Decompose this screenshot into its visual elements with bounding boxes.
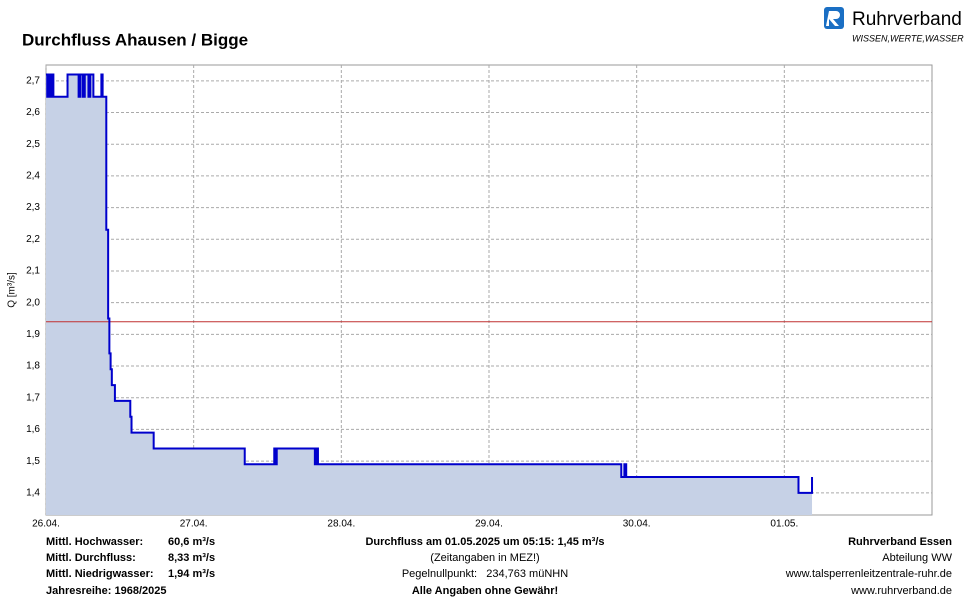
chart-title: Durchfluss Ahausen / Bigge [22, 30, 248, 49]
y-tick-label: 2,1 [26, 266, 40, 277]
line [46, 73, 814, 494]
y-tick-label: 1,5 [26, 456, 40, 467]
contact-text: Abteilung WW [882, 552, 952, 564]
y-tick-label: 1,6 [26, 424, 40, 435]
x-tick-label: 27.04. [180, 519, 208, 530]
stat-label: Mittl. Durchfluss: [46, 552, 136, 564]
y-tick-label: 2,5 [26, 139, 40, 150]
x-tick-label: 30.04. [623, 519, 651, 530]
y-tick-label: 2,0 [26, 297, 40, 308]
stat-value: 1,94 m³/s [168, 568, 215, 580]
info-text: Alle Angaben ohne Gewähr! [412, 585, 558, 597]
x-tick-label: 28.04. [327, 519, 355, 530]
y-tick-label: 1,4 [26, 487, 40, 498]
contact-text: www.ruhrverband.de [850, 585, 952, 597]
y-tick-label: 1,9 [26, 329, 40, 340]
y-tick-label: 2,4 [26, 171, 40, 182]
y-tick-label: 2,6 [26, 107, 40, 118]
info-text: Durchfluss am 01.05.2025 um 05:15: 1,45 … [365, 536, 604, 548]
info-text: Pegelnullpunkt: 234,763 müNHN [402, 568, 568, 580]
x-tick-label: 26.04. [32, 519, 60, 530]
info-text: (Zeitangaben in MEZ!) [430, 552, 539, 564]
y-tick-label: 2,2 [26, 234, 40, 245]
logo: Ruhrverband WISSEN,WERTE,WASSER [824, 7, 964, 43]
y-tick-label: 1,7 [26, 392, 40, 403]
x-tick-label: 29.04. [475, 519, 503, 530]
footer: Mittl. Hochwasser: 60,6 m³/s Mittl. Durchf… [46, 536, 953, 597]
stat-label: Mittl. Niedrigwasser: [46, 568, 154, 580]
stat-label: Mittl. Hochwasser: [46, 536, 143, 548]
y-tick-label: 2,3 [26, 202, 40, 213]
contact-text: Ruhrverband Essen [848, 536, 952, 548]
y-tick-label: 1,8 [26, 361, 40, 372]
y-tick-label: 2,7 [26, 75, 40, 86]
logo-name: Ruhrverband [852, 9, 962, 30]
stat-value: 8,33 m³/s [168, 552, 215, 564]
stat-value: 60,6 m³/s [168, 536, 215, 548]
x-tick-label: 01.05. [770, 519, 798, 530]
y-axis-label: Q [m³/s] [7, 272, 18, 308]
contact-text: www.talsperrenleitzentrale-ruhr.de [785, 568, 952, 580]
area [46, 74, 813, 515]
logo-icon-r [826, 11, 840, 26]
logo-tagline: WISSEN,WERTE,WASSER [852, 33, 964, 43]
series-years: Jahresreihe: 1968/2025 [46, 585, 166, 597]
